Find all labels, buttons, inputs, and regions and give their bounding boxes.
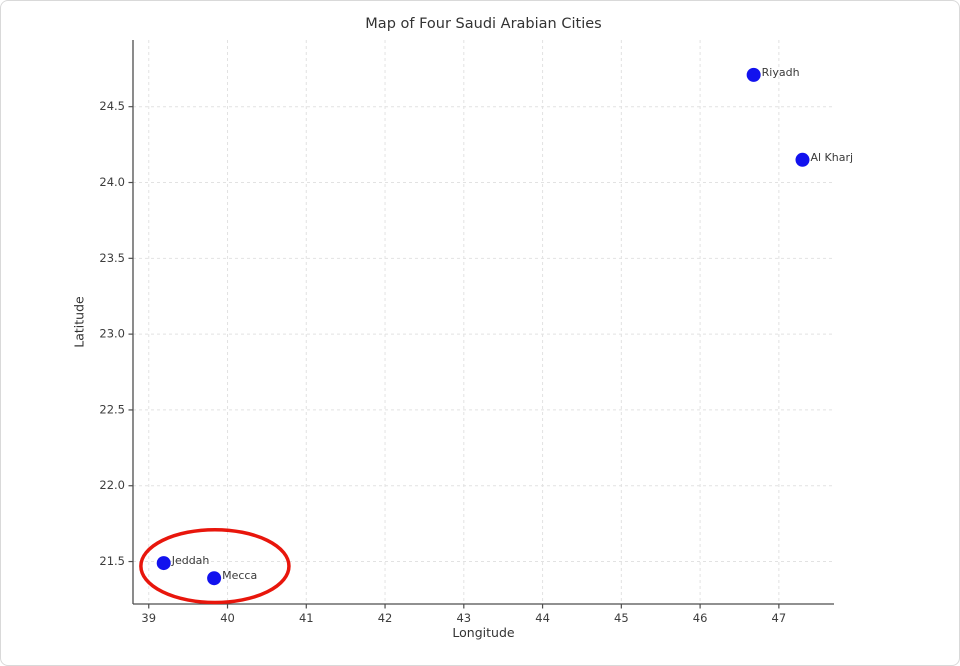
y-axis-label: Latitude <box>71 296 87 348</box>
annotation-ellipse <box>139 527 291 605</box>
x-axis-label: Longitude <box>452 625 515 640</box>
data-point-label: Jeddah <box>171 554 210 567</box>
x-tick-label: 42 <box>378 611 393 625</box>
x-tick-label: 44 <box>535 611 550 625</box>
data-point-jeddah <box>156 556 171 571</box>
y-tick-label: 23.5 <box>99 251 125 265</box>
y-tick-label: 24.5 <box>99 99 125 113</box>
chart-title: Map of Four Saudi Arabian Cities <box>365 16 602 32</box>
data-point-label: Al Kharj <box>810 151 853 164</box>
y-tick-label: 23.0 <box>99 327 125 341</box>
y-tick-label: 24.0 <box>99 175 125 189</box>
x-tick-label: 45 <box>614 611 629 625</box>
x-tick-label: 47 <box>772 611 787 625</box>
data-point-label: Mecca <box>222 569 257 582</box>
data-point-al-kharj <box>795 152 810 167</box>
data-point-label: Riyadh <box>762 66 800 79</box>
y-tick-label: 21.5 <box>99 554 125 568</box>
x-tick-label: 39 <box>141 611 156 625</box>
x-tick-label: 43 <box>456 611 471 625</box>
x-tick-label: 46 <box>693 611 708 625</box>
x-tick-label: 41 <box>299 611 314 625</box>
data-point-riyadh <box>746 67 761 82</box>
data-point-mecca <box>207 571 222 586</box>
y-tick-label: 22.0 <box>99 478 125 492</box>
x-tick-label: 40 <box>220 611 235 625</box>
y-tick-label: 22.5 <box>99 402 125 416</box>
